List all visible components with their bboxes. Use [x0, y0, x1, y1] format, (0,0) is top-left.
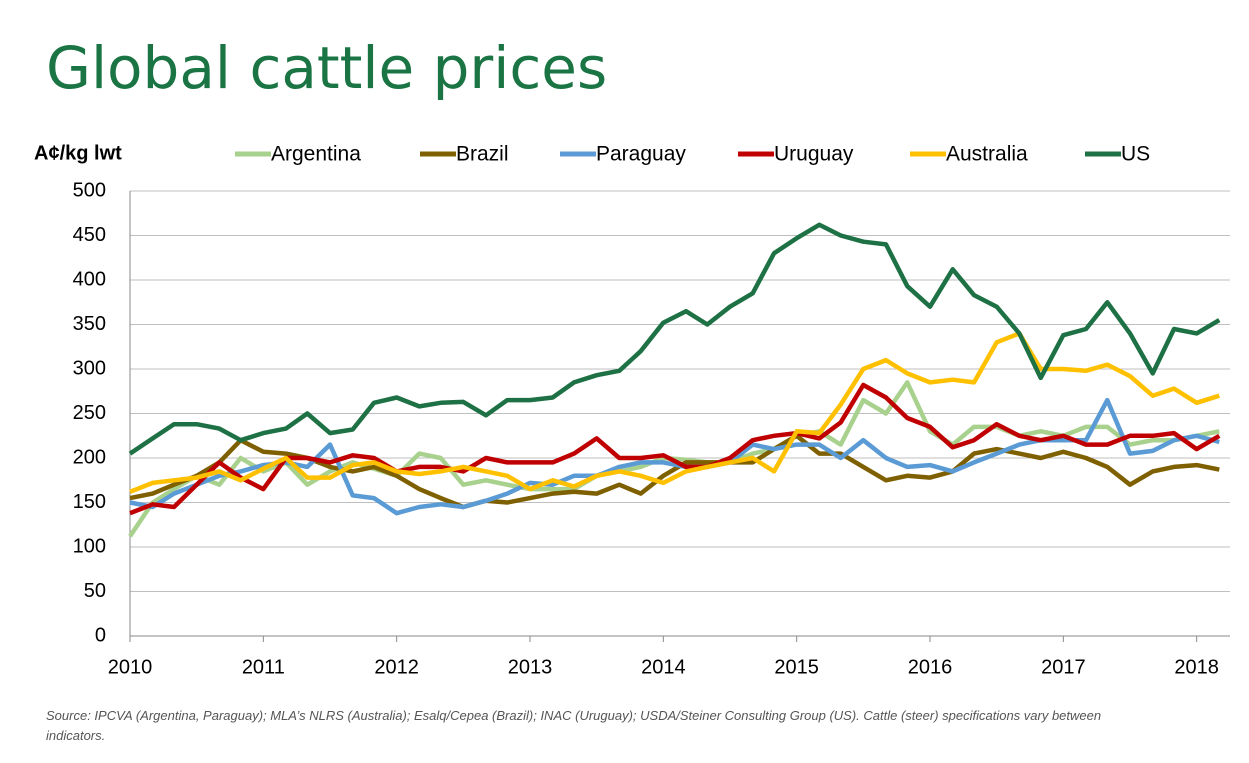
y-tick-label: 500 — [73, 179, 106, 201]
y-tick-label: 300 — [73, 357, 106, 379]
x-tick-label: 2014 — [641, 656, 686, 678]
y-tick-label: 450 — [73, 224, 106, 246]
x-tick-label: 2013 — [508, 656, 553, 678]
y-tick-label: 100 — [73, 535, 106, 557]
x-tick-label: 2012 — [374, 656, 419, 678]
series-line — [129, 382, 1221, 516]
legend-label: Paraguay — [596, 143, 686, 166]
legend-label: Brazil — [456, 143, 509, 166]
x-tick-label: 2018 — [1174, 656, 1219, 678]
y-tick-label: 250 — [73, 402, 106, 424]
y-tick-label: 350 — [73, 313, 106, 335]
legend-label: Australia — [946, 143, 1028, 166]
x-tick-label: 2010 — [108, 656, 153, 678]
legend-label: Argentina — [271, 143, 361, 166]
x-tick-label: 2011 — [242, 656, 285, 678]
source-note: Source: IPCVA (Argentina, Paraguay); MLA… — [46, 708, 1102, 743]
series-line — [129, 331, 1220, 494]
legend-label: Uruguay — [774, 143, 854, 166]
legend-label: US — [1121, 143, 1150, 166]
chart-title: Global cattle prices — [46, 34, 607, 102]
y-tick-label: 200 — [73, 446, 106, 468]
y-tick-label: 400 — [73, 268, 106, 290]
y-tick-label: 50 — [84, 580, 106, 602]
series-line — [128, 222, 1221, 456]
x-tick-label: 2016 — [908, 656, 953, 678]
y-axis-label: A¢/kg lwt — [34, 142, 122, 164]
source-box: Source: IPCVA (Argentina, Paraguay); MLA… — [46, 708, 1102, 743]
y-tick-label: 0 — [95, 624, 106, 646]
y-tick-label: 150 — [73, 491, 106, 513]
x-tick-label: 2017 — [1041, 656, 1086, 678]
x-tick-label: 2015 — [774, 656, 819, 678]
